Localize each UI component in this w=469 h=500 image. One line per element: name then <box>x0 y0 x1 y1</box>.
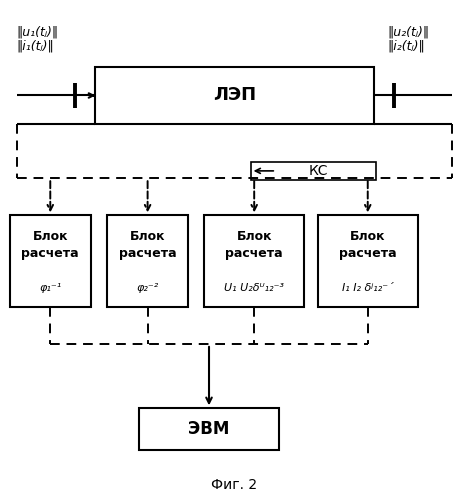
Text: ‖i₁(tⱼ)‖: ‖i₁(tⱼ)‖ <box>17 40 54 53</box>
Bar <box>107 216 188 307</box>
Text: расчета: расчета <box>119 248 176 260</box>
Text: расчета: расчета <box>339 248 397 260</box>
Bar <box>318 216 417 307</box>
Text: ‖i₂(tⱼ)‖: ‖i₂(tⱼ)‖ <box>387 40 425 53</box>
Text: ЛЭП: ЛЭП <box>213 86 256 104</box>
Text: ЭВМ: ЭВМ <box>189 420 230 438</box>
Text: ‖u₂(tⱼ)‖: ‖u₂(tⱼ)‖ <box>387 25 430 38</box>
Text: Блок: Блок <box>130 230 166 242</box>
Bar <box>96 67 373 124</box>
Text: I₁ I₂ δʲ₁₂⁻´: I₁ I₂ δʲ₁₂⁻´ <box>342 283 393 293</box>
Text: Блок: Блок <box>350 230 386 242</box>
Text: ‖u₁(tⱼ)‖: ‖u₁(tⱼ)‖ <box>17 25 59 38</box>
Text: φ₂⁻²: φ₂⁻² <box>136 283 159 293</box>
Text: расчета: расчета <box>226 248 283 260</box>
Bar <box>139 408 279 451</box>
Text: Блок: Блок <box>32 230 68 242</box>
Bar <box>10 216 91 307</box>
Text: Блок: Блок <box>236 230 272 242</box>
Text: Фиг. 2: Фиг. 2 <box>212 478 257 492</box>
Text: расчета: расчета <box>22 248 79 260</box>
Bar <box>251 162 376 180</box>
Bar <box>204 216 304 307</box>
Text: U₁ U₂δᵁ₁₂⁻³: U₁ U₂δᵁ₁₂⁻³ <box>224 283 284 293</box>
Text: КС: КС <box>308 164 328 178</box>
Text: φ₁⁻¹: φ₁⁻¹ <box>39 283 61 293</box>
